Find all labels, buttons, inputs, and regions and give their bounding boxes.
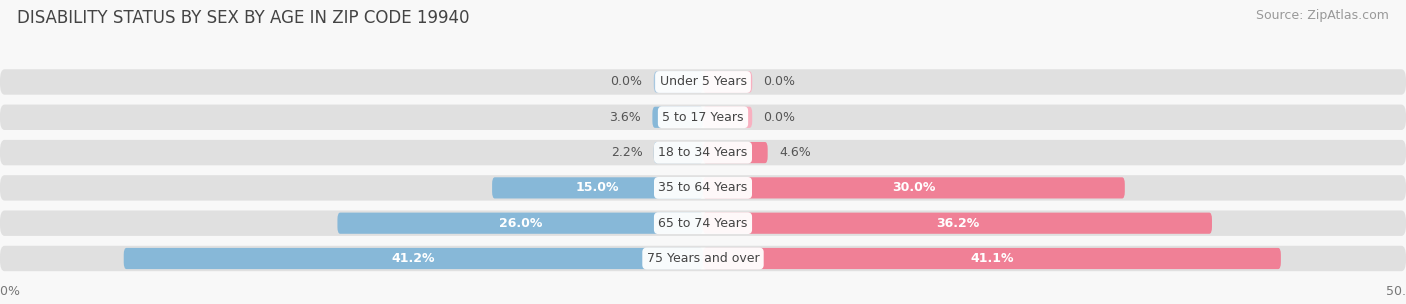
- Text: 18 to 34 Years: 18 to 34 Years: [658, 146, 748, 159]
- FancyBboxPatch shape: [703, 142, 768, 163]
- Text: 0.0%: 0.0%: [763, 111, 796, 124]
- Text: Under 5 Years: Under 5 Years: [659, 75, 747, 88]
- FancyBboxPatch shape: [654, 142, 703, 163]
- Text: 36.2%: 36.2%: [936, 217, 979, 230]
- Text: 35 to 64 Years: 35 to 64 Years: [658, 181, 748, 194]
- Text: 0.0%: 0.0%: [610, 75, 643, 88]
- Text: 41.1%: 41.1%: [970, 252, 1014, 265]
- FancyBboxPatch shape: [703, 212, 1212, 234]
- FancyBboxPatch shape: [0, 175, 1406, 201]
- Text: 30.0%: 30.0%: [893, 181, 935, 194]
- FancyBboxPatch shape: [337, 212, 703, 234]
- FancyBboxPatch shape: [124, 248, 703, 269]
- Text: 26.0%: 26.0%: [499, 217, 541, 230]
- FancyBboxPatch shape: [703, 107, 752, 128]
- FancyBboxPatch shape: [0, 210, 1406, 236]
- Text: 65 to 74 Years: 65 to 74 Years: [658, 217, 748, 230]
- FancyBboxPatch shape: [652, 107, 703, 128]
- Text: 3.6%: 3.6%: [609, 111, 641, 124]
- Text: 0.0%: 0.0%: [763, 75, 796, 88]
- Text: DISABILITY STATUS BY SEX BY AGE IN ZIP CODE 19940: DISABILITY STATUS BY SEX BY AGE IN ZIP C…: [17, 9, 470, 27]
- Text: Source: ZipAtlas.com: Source: ZipAtlas.com: [1256, 9, 1389, 22]
- FancyBboxPatch shape: [0, 140, 1406, 165]
- FancyBboxPatch shape: [0, 105, 1406, 130]
- Text: 5 to 17 Years: 5 to 17 Years: [662, 111, 744, 124]
- Text: 41.2%: 41.2%: [392, 252, 434, 265]
- FancyBboxPatch shape: [0, 246, 1406, 271]
- FancyBboxPatch shape: [703, 248, 1281, 269]
- FancyBboxPatch shape: [0, 69, 1406, 95]
- FancyBboxPatch shape: [492, 177, 703, 199]
- Text: 15.0%: 15.0%: [576, 181, 619, 194]
- FancyBboxPatch shape: [703, 177, 1125, 199]
- Text: 75 Years and over: 75 Years and over: [647, 252, 759, 265]
- FancyBboxPatch shape: [654, 71, 703, 93]
- Text: 2.2%: 2.2%: [610, 146, 643, 159]
- Text: 4.6%: 4.6%: [779, 146, 811, 159]
- FancyBboxPatch shape: [703, 71, 752, 93]
